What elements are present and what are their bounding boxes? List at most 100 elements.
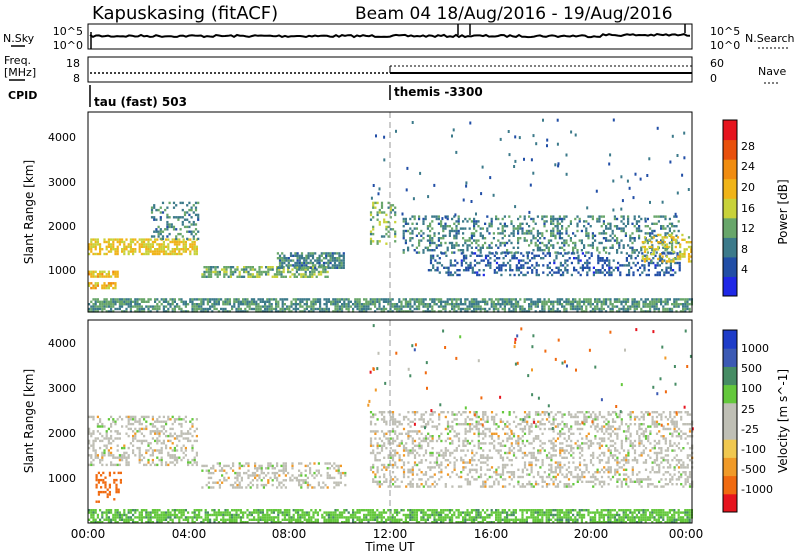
data-cell: [641, 255, 644, 258]
data-cell: [195, 248, 198, 251]
data-cell: [444, 451, 447, 455]
data-cell: [574, 298, 577, 301]
data-cell: [116, 430, 119, 433]
data-cell: [506, 439, 509, 443]
data-cell: [288, 307, 291, 311]
data-cell: [503, 234, 506, 237]
data-cell: [314, 307, 317, 311]
data-cell: [424, 246, 427, 249]
data-cell: [258, 266, 261, 269]
data-cell: [517, 266, 521, 269]
data-cell: [657, 307, 660, 311]
data-cell: [311, 273, 314, 276]
data-cell: [508, 451, 511, 455]
data-cell: [191, 463, 194, 467]
data-cell: [541, 307, 544, 311]
data-cell: [541, 478, 544, 481]
data-cell: [587, 232, 590, 235]
data-cell: [561, 217, 564, 221]
data-cell: [641, 264, 644, 267]
data-cell: [295, 476, 298, 480]
data-cell: [380, 418, 384, 421]
data-cell: [606, 259, 609, 262]
data-cell: [528, 251, 531, 254]
data-cell: [154, 252, 157, 256]
data-cell: [486, 468, 489, 471]
data-cell: [574, 244, 577, 247]
data-cell: [223, 266, 226, 269]
data-cell: [422, 232, 425, 235]
data-cell: [566, 252, 569, 255]
data-cell: [424, 471, 428, 474]
data-cell: [506, 261, 510, 265]
data-cell: [138, 250, 141, 253]
data-cell: [475, 300, 478, 303]
data-cell: [477, 307, 480, 311]
data-cell: [176, 303, 179, 306]
data-cell: [477, 423, 480, 426]
data-cell: [292, 254, 295, 257]
data-cell: [101, 270, 104, 273]
data-cell: [151, 422, 154, 426]
data-cell: [550, 229, 553, 233]
data-cell: [121, 240, 124, 244]
data-cell: [411, 229, 414, 233]
data-cell: [530, 241, 533, 245]
data-cell: [268, 303, 271, 306]
data-cell: [456, 273, 459, 277]
data-cell: [99, 303, 102, 306]
data-cell: [104, 481, 107, 484]
data-cell: [116, 252, 119, 256]
data-cell: [512, 447, 516, 450]
data-cell: [396, 466, 399, 469]
data-cell: [482, 269, 485, 272]
data-cell: [125, 463, 128, 467]
data-cell: [627, 217, 630, 221]
nsky-tick-top: 10^5: [53, 25, 83, 38]
data-cell: [284, 467, 287, 470]
data-cell: [114, 273, 117, 276]
data-cell: [160, 442, 163, 445]
data-cell: [473, 454, 476, 457]
data-cell: [628, 264, 631, 267]
data-cell: [460, 252, 463, 255]
data-cell: [183, 211, 187, 214]
data-cell: [517, 232, 520, 235]
data-cell: [654, 264, 657, 267]
data-cell: [160, 458, 163, 462]
data-cell: [107, 270, 110, 273]
data-cell: [489, 257, 492, 260]
data-cell: [497, 451, 500, 455]
data-cell: [149, 245, 152, 248]
data-cell: [523, 415, 527, 419]
data-cell: [110, 300, 113, 303]
data-cell: [333, 462, 336, 465]
data-cell: [138, 298, 141, 301]
data-cell: [627, 244, 630, 247]
data-cell: [647, 273, 650, 277]
data-cell: [440, 411, 443, 414]
data-cell: [103, 284, 106, 287]
data-cell: [528, 451, 531, 455]
data-cell: [280, 481, 283, 484]
data-cell: [453, 305, 456, 308]
data-cell: [271, 471, 274, 475]
data-cell: [259, 298, 262, 301]
data-cell: [455, 449, 458, 452]
data-cell: [429, 229, 432, 233]
data-cell: [415, 222, 418, 225]
data-cell: [565, 215, 568, 218]
data-cell: [257, 298, 260, 301]
data-cell: [601, 257, 604, 260]
data-cell: [446, 249, 449, 252]
data-cell: [661, 252, 664, 255]
data-cell: [391, 442, 395, 445]
data-cell: [475, 212, 477, 216]
data-cell: [576, 303, 579, 306]
data-cell: [552, 423, 555, 426]
data-cell: [127, 434, 130, 438]
data-cell: [554, 466, 557, 469]
data-cell: [345, 305, 348, 308]
data-cell: [416, 463, 419, 467]
data-cell: [435, 427, 439, 431]
